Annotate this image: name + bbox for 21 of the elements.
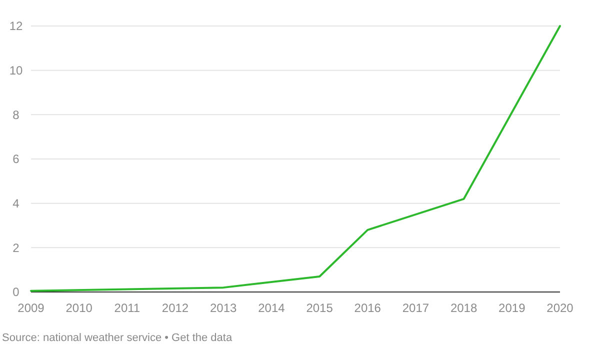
x-tick-label: 2009 <box>18 301 45 315</box>
x-tick-label: 2012 <box>162 301 189 315</box>
x-tick-label: 2016 <box>354 301 382 315</box>
x-tick-label: 2018 <box>450 301 478 315</box>
x-tick-label: 2017 <box>402 301 430 315</box>
x-tick-label: 2013 <box>210 301 238 315</box>
y-tick-label: 0 <box>12 285 20 300</box>
y-tick-label: 12 <box>9 19 23 34</box>
line-series <box>30 25 561 292</box>
x-tick-label: 2014 <box>258 301 286 315</box>
x-tick-label: 2019 <box>498 301 526 315</box>
x-tick-label: 2011 <box>114 301 140 315</box>
source-note: Source: national weather service • Get the data <box>2 332 233 344</box>
x-tick-label: 2015 <box>306 301 334 315</box>
y-tick-label: 10 <box>9 64 23 78</box>
x-tick-label: 2010 <box>66 301 93 315</box>
y-tick-label: 4 <box>12 196 20 211</box>
y-tick-label: 6 <box>12 152 20 166</box>
y-tick-label: 8 <box>12 108 20 122</box>
x-tick-label: 2020 <box>546 301 574 315</box>
y-tick-label: 2 <box>12 240 20 255</box>
